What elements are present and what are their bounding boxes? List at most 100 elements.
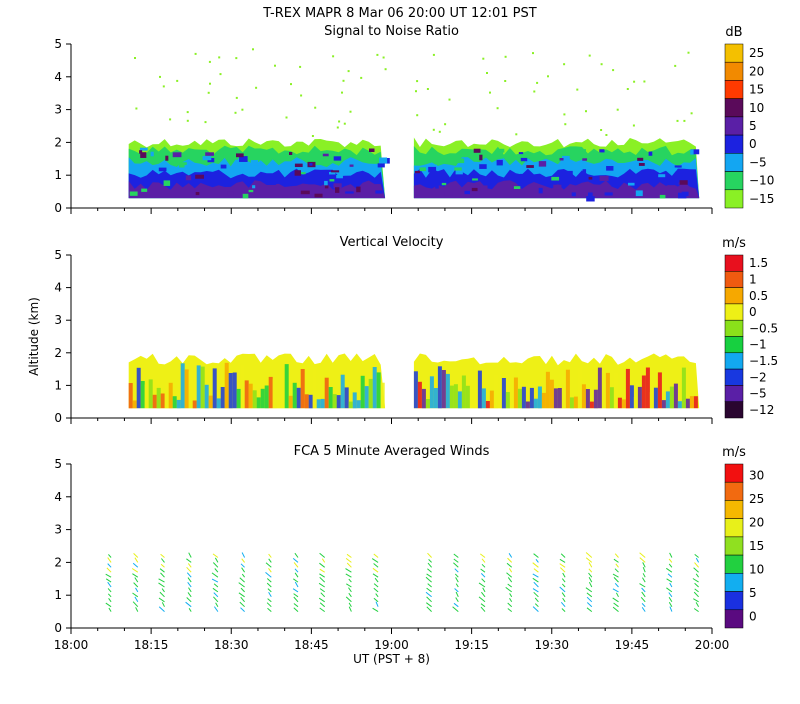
snr-noise [504, 80, 507, 82]
wind-barb [213, 606, 219, 612]
snr-speckle [513, 186, 521, 190]
wind-barb [319, 588, 325, 593]
snr-speckle [356, 186, 361, 193]
wind-barb [348, 602, 352, 607]
snr-speckle [377, 163, 385, 168]
vv-streak [601, 370, 606, 409]
wind-barb [668, 592, 673, 598]
colorbar-label-vv: 1.5 [749, 256, 768, 270]
wind-barb [506, 572, 513, 578]
x-tick-label: 18:45 [294, 638, 329, 652]
wind-barb [372, 607, 379, 613]
vv-streak [473, 366, 478, 409]
vv-streak [300, 369, 305, 409]
vv-streak [164, 382, 169, 409]
vv-streak [649, 392, 654, 409]
snr-noise [612, 69, 615, 72]
snr-speckle [172, 152, 182, 158]
snr-speckle [628, 182, 635, 186]
wind-barb [425, 591, 432, 598]
wind-barb [373, 553, 379, 558]
wind-barb [560, 601, 566, 608]
snr-speckle [588, 176, 593, 180]
wind-barb [371, 558, 379, 563]
wind-barb [294, 572, 299, 578]
wind-barb [373, 597, 379, 603]
wind-barb [294, 568, 299, 573]
wind-barb [293, 562, 299, 568]
wind-barb [107, 563, 112, 568]
vv-streak [505, 392, 510, 409]
wind-barb [480, 568, 486, 573]
snr-noise [533, 90, 536, 93]
snr-noise [515, 133, 518, 136]
wind-barb [345, 573, 352, 578]
vv-layer-0-seg0 [128, 353, 386, 409]
snr-speckle [690, 149, 700, 155]
colorbar-swatch-vv [724, 368, 744, 386]
snr-speckle [257, 162, 263, 166]
snr-speckle [300, 190, 310, 195]
vv-streak [200, 366, 205, 409]
vv-streak [445, 373, 450, 409]
colorbar-swatch-snr [724, 171, 744, 191]
snr-speckle [333, 156, 342, 161]
snr-speckle [480, 185, 488, 192]
snr-noise [448, 98, 451, 101]
wind-barb [559, 558, 566, 563]
vv-streak [276, 397, 281, 409]
vv-streak [160, 393, 165, 409]
wind-barb [293, 578, 299, 583]
snr-noise [585, 110, 587, 113]
wind-barb [695, 602, 700, 607]
snr-speckle [141, 188, 148, 192]
wind-barb [159, 591, 165, 598]
colorbar-label-snr: 5 [749, 119, 757, 133]
wind-barb [641, 607, 646, 612]
vv-streak [332, 394, 337, 409]
wind-barb [478, 582, 486, 588]
vv-streak [364, 386, 369, 409]
wind-barb [108, 607, 112, 612]
wind-barb [321, 558, 326, 563]
colorbar-label-vv: −0.5 [749, 321, 778, 335]
snr-speckle [473, 148, 481, 153]
snr-speckle [582, 158, 588, 161]
x-tick-label: 18:15 [134, 638, 169, 652]
wind-barb [158, 597, 165, 603]
snr-speckle [179, 163, 185, 168]
vv-streak [565, 369, 570, 409]
vv-streak [653, 387, 658, 409]
panel-title-vv: Vertical Velocity [340, 235, 444, 250]
snr-speckle [289, 152, 293, 156]
wind-barb [158, 578, 165, 583]
wind-barb [480, 603, 486, 608]
wind-barb [214, 568, 219, 573]
snr-speckle [472, 178, 478, 181]
y-tick-label: 0 [54, 201, 62, 215]
vv-streak [128, 383, 133, 409]
snr-speckle [553, 184, 562, 190]
snr-noise [416, 80, 419, 83]
wind-barb [239, 601, 245, 608]
vv-streak [304, 394, 309, 409]
wind-barb [532, 562, 539, 568]
snr-noise [241, 108, 244, 111]
colorbar-label-snr: 10 [749, 101, 764, 115]
vv-streak [192, 400, 197, 409]
wind-barb [132, 562, 139, 568]
snr-noise [300, 94, 303, 97]
vv-streak [224, 362, 229, 409]
snr-noise [415, 90, 417, 93]
colorbar-swatch-winds [724, 481, 744, 501]
y-tick-label: 4 [54, 490, 62, 504]
wind-barb [372, 573, 379, 578]
wind-barb [132, 573, 139, 578]
vv-streak [417, 381, 422, 409]
snr-speckle [538, 187, 543, 194]
colorbar-label-vv: −5 [749, 387, 767, 401]
snr-noise [169, 118, 172, 121]
wind-barb [639, 583, 646, 588]
snr-noise [341, 91, 343, 94]
snr-noise [632, 124, 635, 127]
